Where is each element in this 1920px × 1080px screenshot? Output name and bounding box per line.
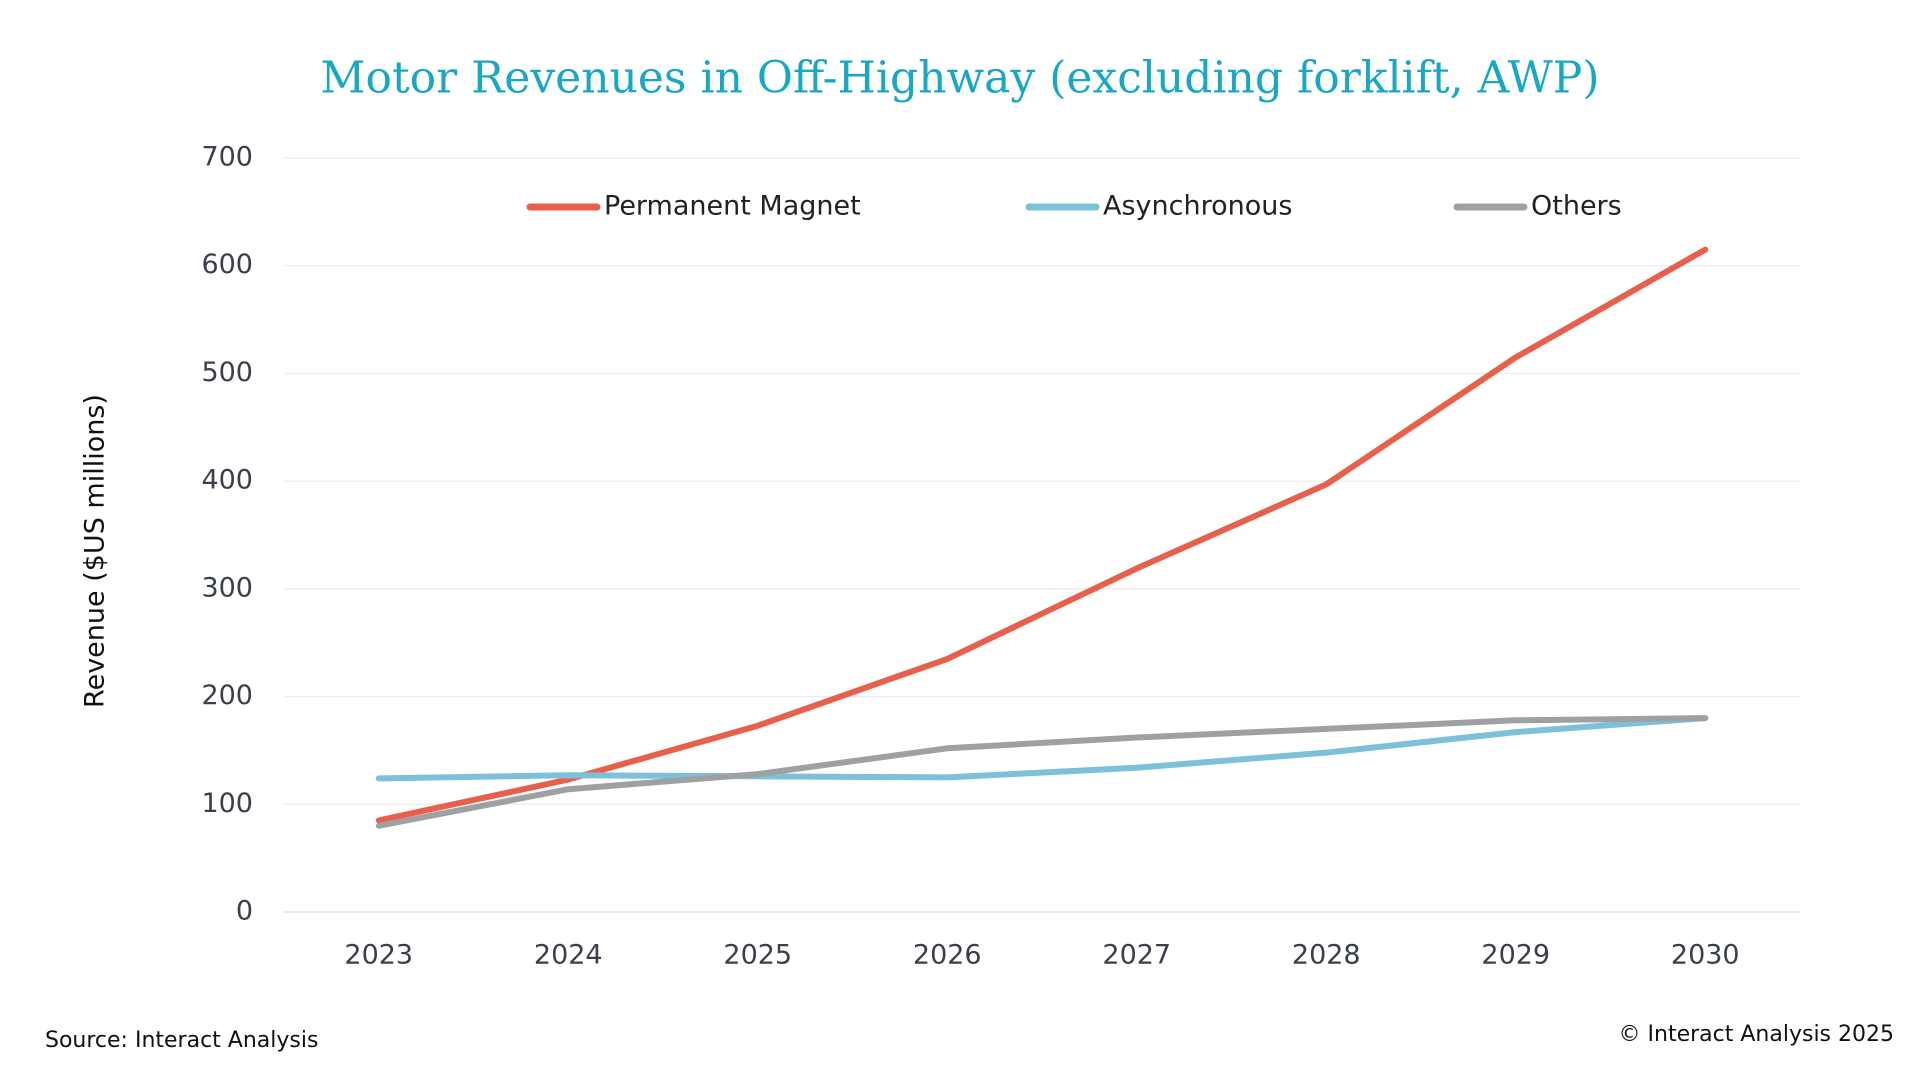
x-tick-label: 2028 bbox=[1292, 940, 1361, 971]
y-tick-label: 100 bbox=[201, 788, 253, 819]
legend-label: Others bbox=[1531, 191, 1622, 222]
x-tick-label: 2024 bbox=[534, 940, 603, 971]
series-line bbox=[375, 715, 1709, 782]
copyright: © Interact Analysis 2025 bbox=[1619, 1022, 1894, 1047]
y-tick-label: 500 bbox=[201, 357, 253, 388]
y-tick-label: 600 bbox=[201, 249, 253, 280]
source: Source: Interact Analysis bbox=[45, 1028, 318, 1053]
x-tick-label: 2029 bbox=[1481, 940, 1550, 971]
y-tick-label: 0 bbox=[236, 896, 253, 927]
x-tick-label: 2025 bbox=[723, 940, 792, 971]
x-tick-label: 2023 bbox=[344, 940, 413, 971]
y-axis-label: Revenue ($US millions) bbox=[80, 394, 111, 708]
series-line bbox=[375, 715, 1709, 829]
y-tick-label: 300 bbox=[201, 572, 253, 603]
series-line bbox=[375, 246, 1709, 824]
legend-label: Permanent Magnet bbox=[604, 191, 861, 222]
legend-label: Asynchronous bbox=[1103, 191, 1292, 222]
x-tick-label: 2026 bbox=[913, 940, 982, 971]
y-tick-label: 400 bbox=[201, 465, 253, 496]
y-tick-label: 700 bbox=[201, 142, 253, 173]
x-tick-label: 2027 bbox=[1102, 940, 1171, 971]
x-tick-label: 2030 bbox=[1671, 940, 1740, 971]
y-tick-label: 200 bbox=[201, 680, 253, 711]
chart-title: Motor Revenues in Off-Highway (excluding… bbox=[320, 53, 1599, 104]
